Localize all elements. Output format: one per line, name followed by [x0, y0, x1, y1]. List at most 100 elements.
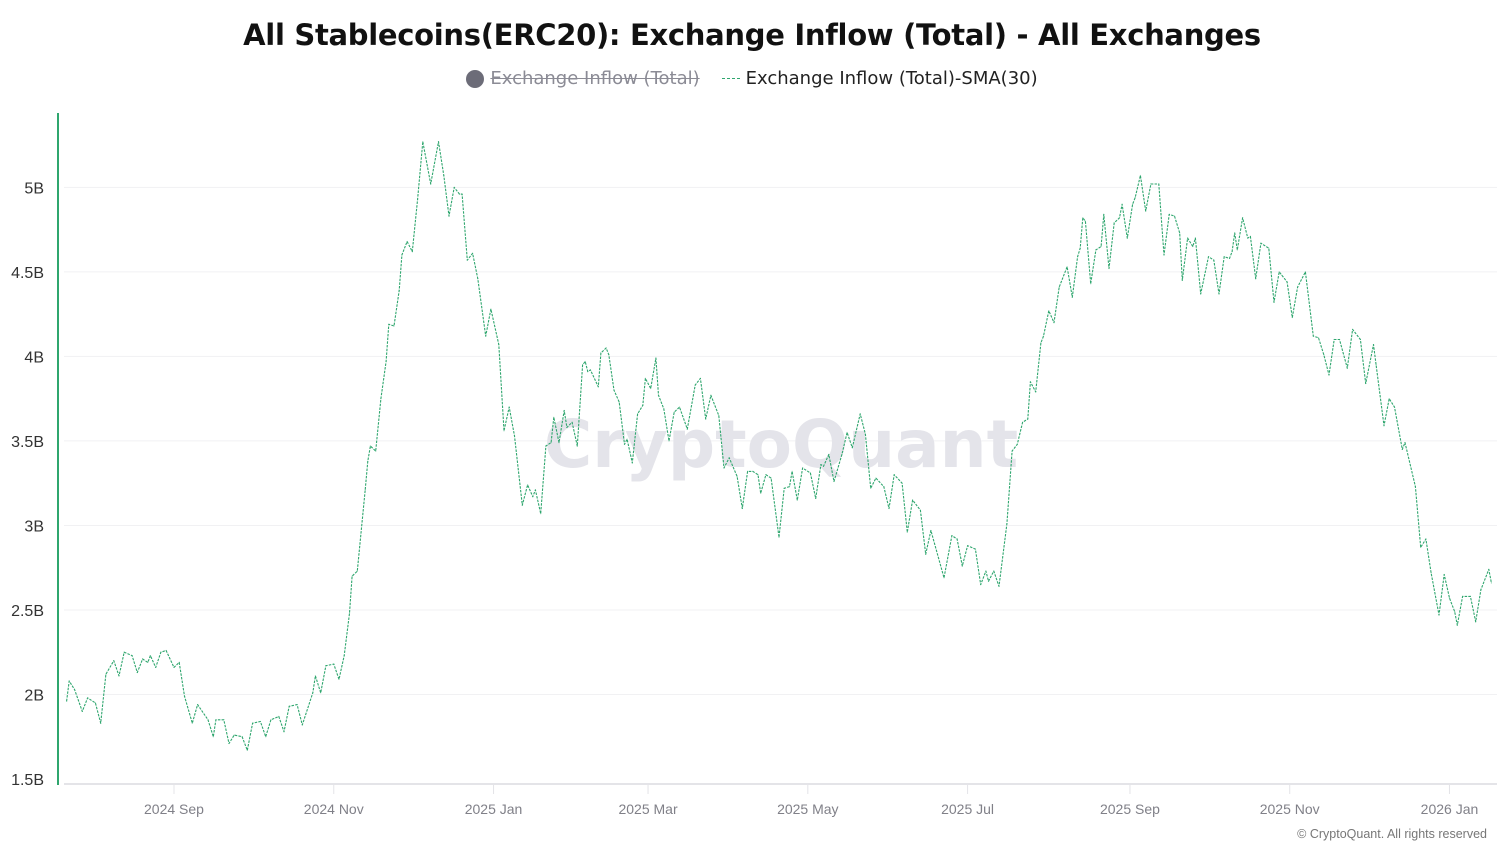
data-point: [1134, 196, 1136, 199]
data-point: [503, 430, 505, 432]
data-point: [477, 278, 479, 280]
data-point: [1383, 425, 1385, 427]
x-tick-label: 2025 Jul: [941, 801, 994, 817]
data-point: [233, 734, 235, 736]
data-point: [802, 467, 804, 469]
data-point: [1145, 210, 1147, 212]
data-point: [453, 186, 455, 188]
data-point: [1456, 624, 1458, 626]
data-point: [906, 531, 908, 533]
data-point: [741, 507, 743, 510]
gridlines: [64, 186, 1497, 695]
x-tick-label: 2024 Sep: [144, 801, 204, 817]
data-point: [1231, 251, 1233, 253]
data-point: [705, 418, 707, 420]
data-point: [1278, 271, 1280, 273]
data-point: [1053, 322, 1055, 324]
data-point: [1475, 621, 1477, 623]
data-point: [142, 658, 144, 660]
data-point: [901, 482, 903, 484]
y-tick-label: 3B: [24, 518, 44, 535]
legend-item-exchange-inflow[interactable]: Exchange Inflow (Total): [466, 68, 700, 89]
data-point: [605, 347, 607, 349]
data-point: [1218, 293, 1220, 295]
data-point: [259, 720, 261, 723]
data-point: [657, 394, 660, 396]
data-point: [1223, 256, 1225, 258]
data-point: [406, 240, 408, 243]
data-point: [278, 715, 280, 718]
data-point: [796, 499, 798, 501]
data-point: [566, 426, 568, 428]
data-point: [1268, 247, 1270, 249]
data-point: [1365, 382, 1367, 385]
data-point: [545, 445, 547, 447]
data-point: [1016, 443, 1018, 445]
legend-label: Exchange Inflow (Total)-SMA(30): [745, 68, 1038, 89]
data-point: [550, 442, 552, 444]
data-point: [1393, 406, 1396, 408]
data-point: [367, 460, 369, 462]
data-point: [348, 612, 351, 614]
data-point: [1066, 266, 1068, 268]
data-point: [1236, 249, 1238, 251]
series-layer: [66, 141, 1492, 751]
data-point: [1048, 310, 1050, 312]
y-tick-label: 2B: [24, 687, 44, 704]
data-point: [1118, 217, 1121, 219]
data-point: [998, 585, 1000, 587]
data-point: [1430, 572, 1432, 574]
data-point: [364, 489, 366, 491]
series-line-sma30: [66, 141, 1492, 751]
data-point: [1328, 374, 1330, 376]
data-point: [1443, 573, 1445, 576]
data-point: [155, 666, 157, 669]
x-tick-label: 2025 Jan: [465, 801, 523, 817]
data-point: [338, 678, 340, 680]
data-point: [443, 174, 445, 177]
data-point: [770, 477, 772, 479]
data-point: [1027, 418, 1029, 420]
data-point: [1304, 271, 1306, 273]
legend: Exchange Inflow (Total) Exchange Inflow …: [0, 68, 1504, 89]
data-point: [752, 470, 754, 472]
data-point: [778, 536, 780, 538]
data-point: [870, 487, 872, 489]
data-point: [1234, 232, 1236, 234]
data-point: [956, 538, 958, 540]
data-point: [385, 360, 387, 363]
data-point: [1228, 257, 1231, 259]
data-point: [1163, 254, 1165, 256]
data-point: [571, 421, 573, 423]
data-point: [207, 719, 209, 721]
x-axis: 2024 Sep 2024 Nov 2025 Jan 2025 Mar 2025 May…: [64, 783, 1497, 817]
y-tick-label: 5B: [24, 180, 44, 197]
data-point: [1490, 582, 1492, 584]
data-point: [508, 406, 510, 408]
data-point: [351, 575, 353, 577]
data-point: [100, 722, 102, 724]
data-point: [1286, 281, 1288, 283]
data-point: [105, 673, 107, 675]
legend-item-sma30[interactable]: Exchange Inflow (Total)-SMA(30): [721, 68, 1038, 89]
data-point: [197, 704, 199, 706]
data-point: [66, 700, 68, 702]
data-point: [930, 529, 932, 532]
data-point: [809, 472, 812, 474]
data-point: [375, 450, 377, 452]
data-point: [736, 475, 738, 477]
data-point: [147, 661, 149, 664]
data-point: [1022, 421, 1024, 423]
data-point: [1338, 338, 1341, 341]
data-point: [1108, 267, 1110, 270]
data-point: [325, 665, 327, 667]
data-point: [246, 749, 248, 751]
x-tick-label: 2025 Mar: [618, 801, 677, 817]
y-tick-label: 3.5B: [11, 434, 44, 451]
data-point: [1404, 442, 1406, 444]
data-point: [608, 354, 610, 356]
data-point: [828, 453, 830, 456]
data-point: [314, 675, 316, 677]
data-point: [1291, 316, 1293, 319]
data-point: [1323, 354, 1325, 356]
